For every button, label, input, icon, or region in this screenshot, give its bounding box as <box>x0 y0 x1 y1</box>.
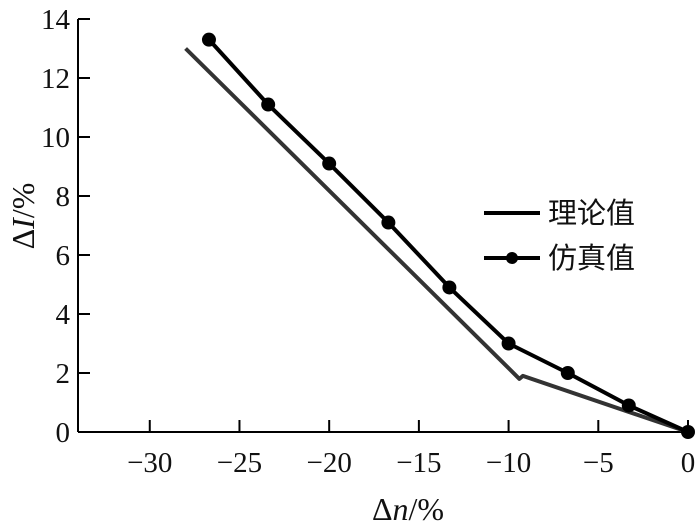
x-axis-title: Δn/% <box>372 491 444 527</box>
y-tick-label: 12 <box>41 63 70 95</box>
data-point <box>442 280 457 295</box>
series-lines <box>184 38 689 434</box>
y-axis-title: ΔI/% <box>5 183 41 250</box>
x-tick-label: −15 <box>396 447 441 479</box>
x-tick-label: −30 <box>127 447 172 479</box>
x-axis-title-var: n <box>393 491 409 527</box>
series-line-theory <box>184 47 689 434</box>
data-point <box>381 215 396 230</box>
ticks <box>78 18 689 433</box>
y-axis-title-var: I <box>5 217 41 230</box>
data-point <box>322 156 337 171</box>
tick-labels: −30 −25 −20 −15 −10 −5 0 0 2 4 6 8 10 12 14 <box>41 4 695 479</box>
y-tick-label: 2 <box>56 358 71 390</box>
data-point <box>681 425 695 439</box>
series-line-simulation <box>207 38 689 434</box>
data-point <box>261 97 276 112</box>
series-markers <box>201 32 695 439</box>
y-tick-label: 10 <box>41 122 70 154</box>
y-tick-label: 6 <box>56 240 71 272</box>
data-point <box>501 336 516 351</box>
y-tick-label: 14 <box>41 4 71 36</box>
y-axis-title-unit: /% <box>5 183 41 219</box>
x-axis-title-unit: /% <box>409 491 445 527</box>
legend-label-sim: 仿真值 <box>548 241 635 275</box>
x-tick-label: −20 <box>306 447 351 479</box>
x-tick-label: −5 <box>583 447 614 479</box>
y-axis-title-delta: Δ <box>5 229 41 250</box>
y-tick-label: 0 <box>56 417 71 449</box>
x-axis-title-delta: Δ <box>372 491 393 527</box>
legend-swatch-sim-marker <box>506 252 518 264</box>
x-tick-label: −25 <box>217 447 262 479</box>
x-tick-label: −10 <box>486 447 531 479</box>
legend: 理论值 仿真值 <box>484 196 635 275</box>
legend-label-theory: 理论值 <box>548 196 635 230</box>
x-tick-label: 0 <box>681 447 696 479</box>
y-tick-label: 8 <box>56 181 71 213</box>
data-point <box>560 366 575 380</box>
y-tick-label: 4 <box>56 299 71 331</box>
data-point <box>201 32 216 47</box>
data-point <box>621 398 636 413</box>
